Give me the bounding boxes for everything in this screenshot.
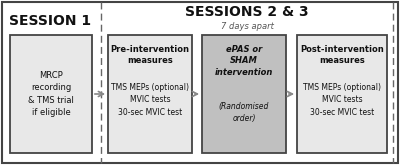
- Text: TMS MEPs (optional)
MVIC tests
30-sec MVIC test: TMS MEPs (optional) MVIC tests 30-sec MV…: [111, 83, 189, 117]
- Text: TMS MEPs (optional)
MVIC tests
30-sec MVIC test: TMS MEPs (optional) MVIC tests 30-sec MV…: [303, 83, 381, 117]
- Bar: [10, 35, 92, 153]
- Text: Pre-intervention
measures: Pre-intervention measures: [110, 45, 190, 66]
- Text: 7 days apart: 7 days apart: [220, 22, 274, 31]
- Bar: [108, 35, 192, 153]
- Text: ePAS or
SHAM
intervention: ePAS or SHAM intervention: [215, 45, 273, 77]
- Text: SESSIONS 2 & 3: SESSIONS 2 & 3: [185, 5, 309, 19]
- Text: MRCP
recording
& TMS trial
if eligible: MRCP recording & TMS trial if eligible: [28, 71, 74, 117]
- Text: Post-intervention
measures: Post-intervention measures: [300, 45, 384, 66]
- Bar: [297, 35, 387, 153]
- Bar: [202, 35, 286, 153]
- Text: (Randomised
order): (Randomised order): [219, 102, 269, 123]
- Text: SESSION 1: SESSION 1: [9, 14, 91, 28]
